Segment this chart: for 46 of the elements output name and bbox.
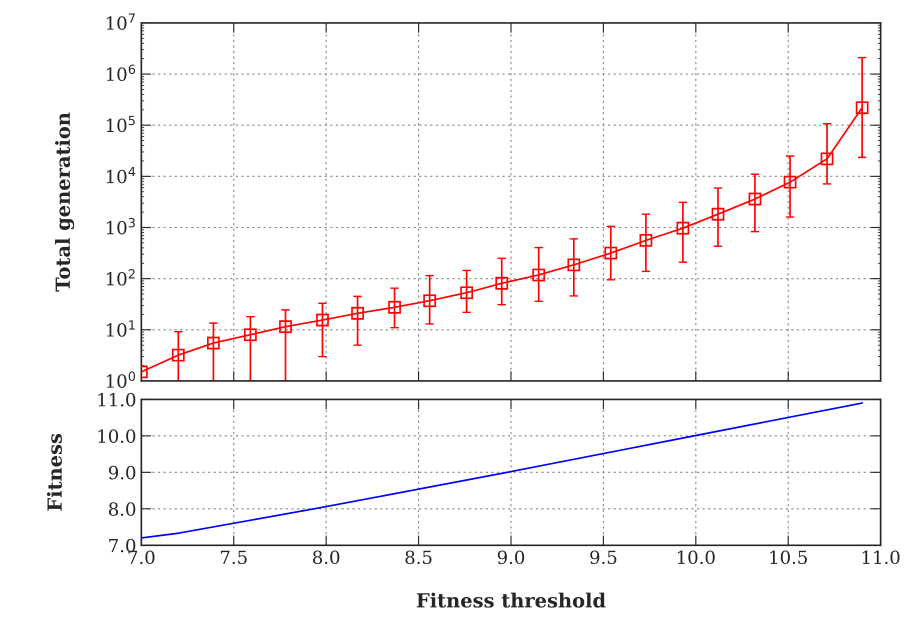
y-tick-label: 10$^{1}$ (106, 320, 135, 337)
y-tick-label: 11.0 (98, 392, 136, 407)
x-tick-label: 11.0 (862, 550, 900, 564)
x-tick-label: 9.0 (498, 550, 524, 564)
x-tick-label: 8.0 (313, 550, 340, 564)
point (460, 286, 474, 300)
point (676, 222, 690, 235)
point (316, 314, 329, 326)
point (640, 234, 652, 247)
x-tick-label: 10.5 (770, 550, 807, 564)
point (207, 336, 220, 350)
y-axis-title: Fitness (46, 434, 62, 511)
x-axis-title: Fitness threshold (416, 592, 606, 608)
y-tick-label: 10$^{5}$ (106, 116, 135, 132)
y-tick-label: 10$^{3}$ (106, 218, 135, 234)
point (604, 246, 618, 260)
x-tick-label: 7.5 (220, 550, 247, 564)
point (388, 300, 401, 314)
point (820, 152, 834, 166)
point (856, 101, 869, 114)
point (351, 306, 364, 320)
y-tick-label: 10$^{7}$ (106, 14, 135, 30)
y-axis-title: Total generation (55, 112, 74, 292)
point (244, 328, 257, 342)
point (712, 208, 724, 221)
point (748, 192, 762, 206)
y-tick-label: 10$^{0}$ (106, 371, 136, 388)
y-tick-label: 10$^{6}$ (106, 64, 136, 82)
point (279, 320, 292, 334)
x-tick-label: 8.5 (405, 550, 432, 564)
y-tick-label: 10$^{4}$ (106, 166, 136, 184)
line-series (141, 402, 863, 539)
point (784, 176, 796, 189)
x-tick-label: 10.0 (678, 550, 715, 564)
x-tick-label: 7.0 (128, 550, 154, 564)
x-tick-label: 9.5 (590, 550, 616, 564)
y-tick-label: 9.0 (108, 466, 136, 480)
point (567, 258, 580, 272)
point (172, 348, 185, 362)
y-tick-label: 7.0 (109, 538, 136, 552)
y-tick-label: 10$^{2}$ (106, 269, 135, 286)
point (423, 294, 436, 308)
point (495, 276, 508, 290)
y-tick-label: 10.0 (98, 429, 136, 443)
y-tick-label: 8.0 (108, 502, 136, 516)
point (532, 268, 546, 282)
